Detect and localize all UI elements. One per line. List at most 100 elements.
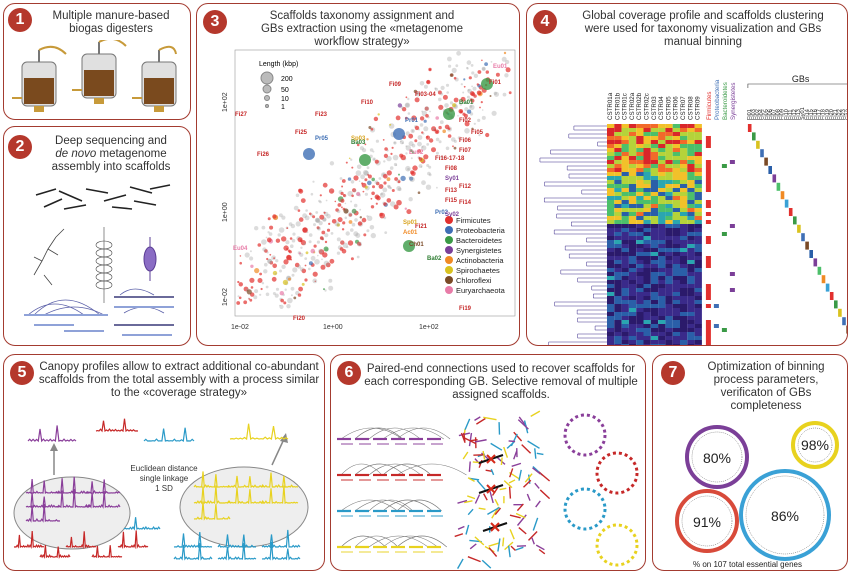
scatter-point xyxy=(478,134,481,137)
heatmap-cell xyxy=(643,316,651,320)
scatter-point xyxy=(269,225,274,230)
heatmap-cell xyxy=(614,212,622,216)
heatmap-cell xyxy=(680,220,688,224)
scatter-point xyxy=(353,175,359,181)
scatter-point xyxy=(481,66,486,71)
heatmap-cell xyxy=(694,300,702,304)
scatter-point xyxy=(352,188,357,193)
fragment xyxy=(465,524,470,535)
heatmap-cell xyxy=(621,172,629,176)
scatter-point xyxy=(308,267,311,271)
fragment xyxy=(509,514,521,519)
scatter-point xyxy=(466,95,470,99)
fragment xyxy=(464,500,473,504)
heatmap-cell xyxy=(665,152,673,156)
heatmap-cell xyxy=(665,196,673,200)
scatter-point xyxy=(484,62,488,66)
legend-label: Spirochaetes xyxy=(456,266,500,275)
heatmap-cell xyxy=(643,140,651,144)
heatmap-cell xyxy=(636,220,644,224)
heatmap-cell xyxy=(680,156,688,160)
coverage-profile xyxy=(217,542,257,561)
fragment xyxy=(472,461,480,464)
dendrogram-branch xyxy=(548,341,607,345)
scatter-point xyxy=(374,194,380,200)
coverage-profile xyxy=(227,487,265,505)
heatmap-cell xyxy=(614,264,622,268)
scatter-point xyxy=(485,132,490,138)
scatter-point xyxy=(463,78,466,81)
dendrogram-branch xyxy=(577,277,607,283)
heatmap-cell xyxy=(672,332,680,336)
taxon-mark xyxy=(705,328,711,332)
heatmap-cell xyxy=(607,176,615,180)
heatmap-cell xyxy=(607,156,615,160)
heatmap-cell xyxy=(621,144,629,148)
heatmap-cell xyxy=(680,340,688,344)
heatmap-cell xyxy=(636,284,644,288)
heatmap-cell xyxy=(680,124,688,128)
heatmap-cell xyxy=(687,232,695,236)
heatmap-cell xyxy=(650,176,659,180)
heatmap-cell xyxy=(687,132,695,136)
scatter-point xyxy=(491,110,497,116)
coverage-profile xyxy=(85,491,121,509)
heatmap-cell xyxy=(614,252,622,256)
heatmap-cell xyxy=(672,224,680,228)
heatmap-cell xyxy=(672,276,680,280)
coverage-profile xyxy=(262,485,299,504)
completeness-value: 98% xyxy=(801,437,829,453)
panel-title: Scaffolds taxonomy assignment and GBs ex… xyxy=(260,10,463,48)
heatmap-cell xyxy=(621,308,629,312)
scatter-point xyxy=(366,166,370,170)
heatmap-cell xyxy=(636,152,644,156)
removal-cross xyxy=(486,484,496,494)
scatter-point xyxy=(302,227,308,233)
scatter-point xyxy=(284,288,287,291)
heatmap-cell xyxy=(672,236,680,240)
dendrogram-branch xyxy=(553,229,607,235)
legend-swatch xyxy=(445,236,453,244)
heatmap-cell xyxy=(643,152,651,156)
heatmap-cell xyxy=(694,324,702,328)
heatmap-cell xyxy=(650,156,659,160)
heatmap-cell xyxy=(636,340,644,344)
heatmap-cell xyxy=(658,184,666,188)
scatter-point xyxy=(424,106,430,112)
heatmap-cell xyxy=(643,160,651,164)
coverage-profile xyxy=(217,534,257,549)
scatter-point xyxy=(323,246,329,252)
digester-icon xyxy=(12,45,67,112)
legend-swatch xyxy=(445,266,453,274)
heatmap-cell xyxy=(665,256,673,260)
heatmap-cell xyxy=(665,240,673,244)
heatmap-cell xyxy=(650,192,659,196)
scatter-point xyxy=(460,83,463,86)
scatter-point xyxy=(314,259,320,265)
scatter-point xyxy=(310,255,316,261)
scatter-point xyxy=(366,215,369,218)
scatter-point xyxy=(386,198,392,203)
heatmap-cell xyxy=(650,184,659,188)
heatmap-cell xyxy=(672,320,680,324)
fragment xyxy=(523,479,532,488)
scatter-point xyxy=(243,286,249,292)
scatter-point xyxy=(414,97,420,103)
heatmap-cell xyxy=(621,248,629,252)
fragment xyxy=(515,546,524,551)
scatter-point xyxy=(419,81,425,86)
taxon-mark xyxy=(721,328,727,332)
heatmap-cell xyxy=(694,136,702,140)
heatmap-cell xyxy=(636,224,644,228)
heatmap-cell xyxy=(694,296,702,300)
scatter-point xyxy=(265,236,268,239)
heatmap-cell xyxy=(680,276,688,280)
heatmap-cell xyxy=(621,136,629,140)
scatter-point xyxy=(398,173,400,176)
heatmap-cell xyxy=(628,232,637,236)
scatter-point xyxy=(415,91,421,97)
heatmap-cell xyxy=(694,316,702,320)
dendrogram xyxy=(539,125,607,345)
gb-columns: GBsFi01Fi03Fi02Fi04Fi05Fi06Fi07Fi08Fi09F… xyxy=(747,74,847,334)
heatmap-cell xyxy=(694,176,702,180)
